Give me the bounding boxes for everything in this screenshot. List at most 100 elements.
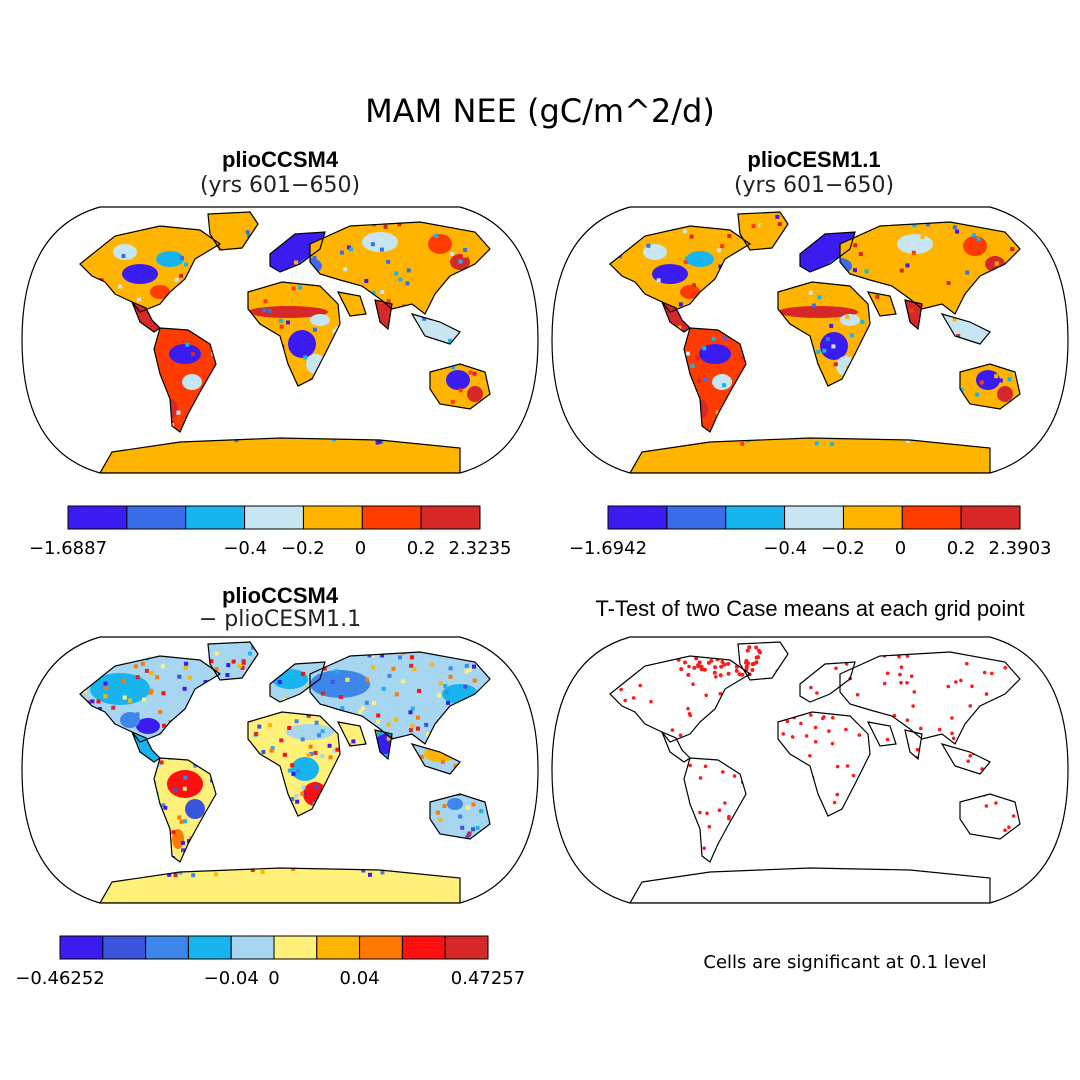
grid-cell — [697, 378, 702, 383]
coastline — [628, 437, 991, 473]
grid-cell — [853, 243, 858, 248]
colorbar-label: 0 — [268, 968, 279, 989]
grid-cell — [394, 717, 398, 722]
grid-cell — [690, 364, 695, 369]
grid-cell — [225, 673, 230, 677]
grid-cell — [352, 733, 357, 738]
grid-cell — [157, 763, 162, 768]
grid-cell — [380, 870, 385, 875]
coastline — [777, 711, 871, 817]
grid-cell — [368, 872, 372, 877]
region-greenland — [208, 212, 258, 250]
significant-cell — [704, 693, 708, 698]
grid-cell — [971, 233, 976, 238]
panel-ccsm4-subtitle: (yrs 601−650) — [199, 173, 361, 198]
colorbar-swatch — [359, 935, 403, 960]
grid-cell — [462, 253, 467, 258]
value-patch — [156, 251, 184, 267]
grid-cell — [185, 342, 190, 347]
significant-cell — [1007, 825, 1011, 829]
value-patch — [997, 386, 1013, 402]
grid-cell — [338, 695, 343, 699]
grid-cell — [226, 663, 231, 668]
grid-cell — [956, 334, 961, 339]
colorbar-ccsm4: −1.6887 −0.4 −0.2 0 0.2 2.3235 — [29, 505, 511, 559]
significant-cell — [984, 692, 989, 696]
grid-cell — [751, 224, 756, 229]
grid-cell — [103, 681, 108, 686]
grid-cell — [435, 810, 440, 815]
grid-cell — [386, 259, 391, 264]
grid-cell — [184, 262, 188, 267]
grid-cell — [248, 651, 253, 656]
grid-cell — [946, 281, 951, 285]
significant-cell — [678, 733, 683, 737]
coastline — [609, 655, 752, 743]
map-ttest — [550, 634, 1070, 906]
grid-cell — [308, 344, 313, 349]
colorbar-swatch — [842, 505, 903, 530]
grid-cell — [391, 666, 396, 671]
grid-cell — [193, 763, 198, 768]
grid-cell — [419, 754, 424, 759]
significant-cell — [820, 716, 825, 721]
coastline — [839, 221, 1021, 315]
significant-cell — [813, 740, 818, 744]
grid-cell — [209, 659, 214, 664]
grid-cell — [317, 733, 321, 738]
grid-cell — [816, 349, 821, 354]
region-central-am — [132, 302, 160, 332]
grid-cell — [458, 259, 463, 264]
significant-cell — [750, 662, 755, 667]
grid-cell — [410, 706, 415, 711]
grid-cell — [163, 805, 168, 810]
significant-cell — [1011, 814, 1016, 818]
grid-cell — [183, 819, 188, 824]
significant-cell — [714, 675, 718, 679]
significant-cell — [727, 814, 731, 819]
value-patch — [778, 306, 858, 318]
grid-cell — [952, 225, 957, 230]
significant-cell — [702, 667, 707, 672]
region-central-am — [662, 302, 690, 332]
grid-cell — [472, 371, 477, 376]
significant-cell — [808, 754, 812, 758]
grid-cell — [104, 686, 109, 691]
colorbar-label: −0.4 — [763, 538, 807, 559]
grid-cell — [829, 323, 834, 328]
grid-cell — [926, 222, 930, 227]
grid-cell — [458, 388, 463, 393]
grid-cell — [434, 803, 439, 808]
significant-cell — [687, 712, 692, 716]
grid-cell — [218, 245, 223, 250]
grid-cell — [270, 746, 275, 751]
region-greenland — [738, 212, 788, 250]
grid-cell — [864, 269, 869, 274]
colorbar-label: 0.47257 — [451, 968, 525, 989]
map-diff — [20, 634, 540, 906]
panel-ccsm4-title: plioCCSM4 — [221, 147, 339, 172]
significant-cell — [804, 734, 809, 738]
grid-cell — [258, 737, 263, 742]
region-arabia — [868, 292, 896, 316]
grid-cell — [410, 724, 415, 729]
grid-cell — [111, 705, 116, 710]
grid-cell — [994, 261, 999, 266]
grid-cell — [677, 325, 682, 330]
grid-cell — [320, 729, 325, 734]
colorbar-label: 0.04 — [340, 968, 380, 989]
grid-cell — [177, 815, 182, 820]
grid-cell — [400, 679, 405, 684]
colorbar-swatch — [316, 935, 361, 960]
coastline — [429, 793, 491, 840]
grid-cell — [448, 666, 453, 671]
grid-cell — [722, 383, 727, 388]
grid-cell — [466, 833, 471, 837]
grid-cell — [911, 250, 916, 255]
grid-cell — [360, 706, 365, 711]
grid-cell — [371, 665, 375, 670]
grid-cell — [955, 229, 960, 234]
grid-cell — [245, 230, 250, 235]
significant-cell — [744, 664, 749, 669]
coastline — [940, 743, 991, 775]
